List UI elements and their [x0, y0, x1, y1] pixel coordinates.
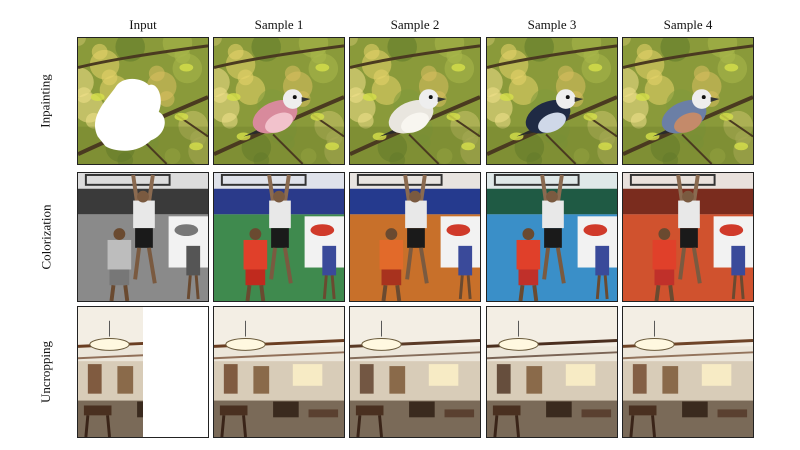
- bird: [516, 89, 584, 137]
- row-label-uncropping: Uncropping: [36, 306, 56, 438]
- jumping-player: [540, 174, 566, 284]
- front-player: [516, 228, 541, 301]
- front-player: [243, 228, 268, 301]
- inpainting-sample-3-image: [486, 37, 618, 165]
- colorization-sample-4-image: [622, 172, 754, 302]
- inpainting-sample-1-image: [213, 37, 345, 165]
- colorization-sample-2-image: [349, 172, 481, 302]
- inpainting-sample-4-image: [622, 37, 754, 165]
- jumping-player: [131, 174, 157, 284]
- uncropping-sample-3-image: [486, 306, 618, 438]
- uncropping-input-image: [77, 306, 209, 438]
- bird: [243, 89, 311, 137]
- column-header-input: Input: [129, 17, 157, 32]
- colorization-sample-1-image: [213, 172, 345, 302]
- row-label-inpainting: Inpainting: [36, 37, 56, 165]
- jumping-player: [403, 174, 429, 284]
- front-player: [107, 228, 132, 301]
- row-label-text: Inpainting: [38, 74, 53, 128]
- jumping-player: [676, 174, 702, 284]
- column-header-sample-4: Sample 4: [663, 17, 713, 32]
- jumping-player: [267, 174, 293, 284]
- bird: [379, 89, 447, 137]
- inpainting-sample-2-image: [349, 37, 481, 165]
- uncropping-sample-2-image: [349, 306, 481, 438]
- bird: [652, 89, 720, 137]
- row-label-colorization: Colorization: [36, 172, 56, 302]
- uncropping-sample-4-image: [622, 306, 754, 438]
- column-header-sample-2: Sample 2: [390, 17, 440, 32]
- uncropping-sample-1-image: [213, 306, 345, 438]
- column-header-sample-1: Sample 1: [254, 17, 304, 32]
- colorization-sample-3-image: [486, 172, 618, 302]
- colorization-input-image: [77, 172, 209, 302]
- front-player: [379, 228, 404, 301]
- row-label-text: Colorization: [38, 204, 53, 270]
- inpainting-input-image: [77, 37, 209, 165]
- front-player: [652, 228, 677, 301]
- column-header-sample-3: Sample 3: [527, 17, 577, 32]
- row-label-text: Uncropping: [38, 340, 54, 404]
